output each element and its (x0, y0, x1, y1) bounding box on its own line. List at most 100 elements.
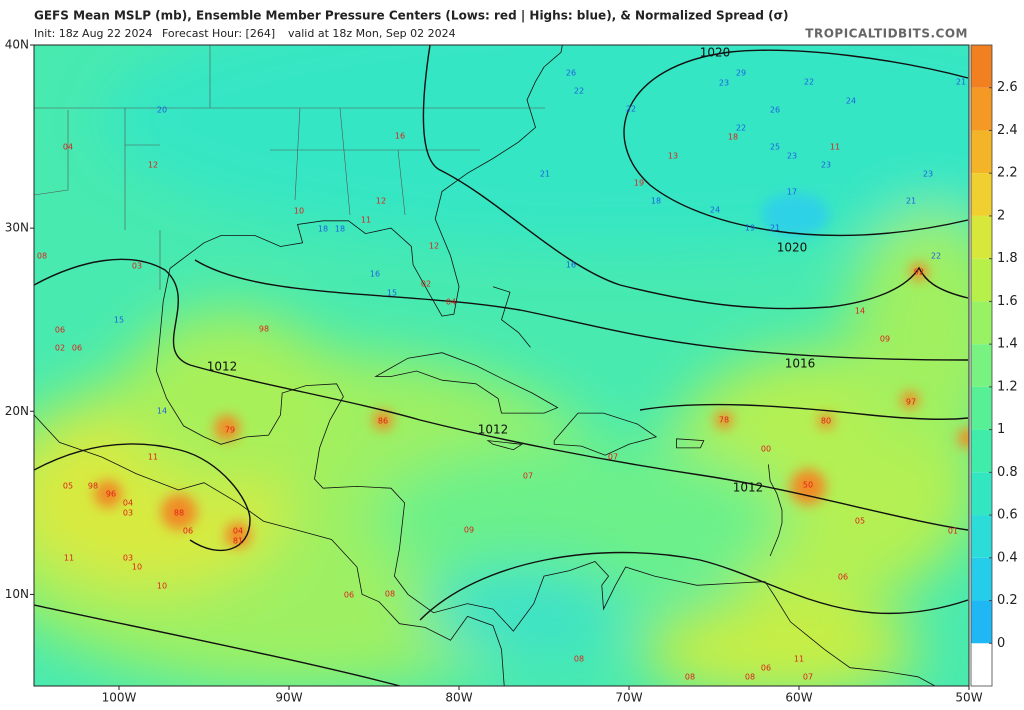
low-center: 80 (821, 417, 831, 426)
high-center: 23 (719, 79, 729, 88)
lon-tick-label: 60W (785, 691, 812, 705)
colorbar-segment (971, 472, 992, 516)
state-borders (34, 45, 545, 290)
low-spread-spot (761, 193, 829, 237)
high-center: 22 (804, 78, 814, 87)
colorbar-segment (971, 429, 992, 473)
colorbar-segment (971, 643, 992, 686)
low-center: 03 (123, 554, 133, 563)
low-center: 50 (803, 481, 813, 490)
low-center: 00 (761, 445, 771, 454)
title: GEFS Mean MSLP (mb), Ensemble Member Pre… (34, 9, 788, 23)
low-center: 02 (55, 344, 65, 353)
low-center: 86 (378, 417, 388, 426)
low-center: 11 (361, 216, 371, 225)
colorbar-tick-label: 2.6 (997, 80, 1018, 95)
high-center: 24 (710, 206, 720, 215)
colorbar-tick-label: 2.4 (997, 123, 1018, 138)
low-center: 88 (174, 509, 184, 518)
high-center: 23 (923, 170, 933, 179)
low-center: 10 (157, 582, 167, 591)
low-center: 08 (574, 655, 584, 664)
colorbar: 0 0.2 0.4 0.6 0.8 1 1.2 1.4 1.6 1.8 2 2.2 2.4 2.6 (970, 44, 1018, 687)
colorbar-tick-label: 1.8 (997, 251, 1018, 266)
colorbar-tick-label: 2 (997, 208, 1005, 223)
init-time: Init: 18z Aug 22 2024 (34, 27, 153, 40)
coastline (492, 286, 531, 348)
high-center: 22 (736, 124, 746, 133)
low-center: 04 (446, 298, 456, 307)
low-center: 06 (838, 573, 848, 582)
colorbar-tick-label: 0.2 (997, 593, 1018, 608)
high-center: 20 (157, 106, 167, 115)
isobar-label: 1020 (700, 46, 731, 60)
low-center: 09 (464, 526, 474, 535)
high-center: 16 (566, 261, 576, 270)
isobar-label: 1012 (733, 481, 764, 495)
high-center: 16 (370, 270, 380, 279)
valid-time: valid at 18z Mon, Sep 02 2024 (288, 27, 456, 40)
low-center: 07 (523, 472, 533, 481)
isobar-label: 1012 (207, 360, 238, 374)
low-center: 96 (106, 490, 116, 499)
high-center: 21 (770, 224, 780, 233)
high-center: 18 (335, 225, 345, 234)
low-center: 08 (37, 252, 47, 261)
high-center: 21 (906, 197, 916, 206)
high-center: 24 (846, 97, 856, 106)
lon-tick-label: 70W (615, 691, 642, 705)
colorbar-tick-label: 0.6 (997, 508, 1018, 523)
low-center: 07 (608, 453, 618, 462)
high-center: 23 (787, 152, 797, 161)
coastline (374, 352, 559, 414)
low-center: 07 (803, 673, 813, 682)
colorbar-tick-label: 1.6 (997, 294, 1018, 309)
low-center: 98 (259, 325, 269, 334)
low-center: 09 (880, 335, 890, 344)
low-center: 04 (233, 527, 243, 536)
low-center: 98 (88, 482, 98, 491)
colorbar-tick-label: 1.4 (997, 337, 1018, 352)
lon-tick-label: 100W (102, 691, 137, 705)
low-center: 06 (55, 326, 65, 335)
low-center: 08 (385, 590, 395, 599)
high-center: 15 (387, 289, 397, 298)
low-center: 05 (855, 517, 865, 526)
lon-tick-label: 90W (275, 691, 302, 705)
low-center: 10 (132, 563, 142, 572)
colorbar-segment (971, 45, 992, 88)
colorbar-tick-label: 0.4 (997, 550, 1018, 565)
colorbar-tick-label: 1.2 (997, 379, 1018, 394)
colorbar-tick-label: 2.2 (997, 166, 1018, 181)
high-center: 18 (318, 225, 328, 234)
colorbar-tick-label: 1 (997, 422, 1005, 437)
low-center: 11 (64, 554, 74, 563)
isobar-label: 1012 (478, 423, 509, 437)
colorbar-segment (971, 344, 992, 387)
colorbar-segment (971, 130, 992, 174)
low-center: 10 (294, 207, 304, 216)
low-center: 04 (63, 143, 73, 152)
high-center: 23 (821, 161, 831, 170)
colorbar-segment (971, 301, 992, 345)
low-center: 06 (183, 527, 193, 536)
pressure-centers: 04 12 03 08 06 06 02 98 79 86 78 80 00 97 09 14 92 19 13 18… (37, 69, 966, 682)
colorbar-segment (971, 386, 992, 430)
coastline (553, 412, 658, 456)
low-center: 06 (761, 664, 771, 673)
isobar-label: 1020 (777, 241, 808, 255)
low-center: 05 (63, 482, 73, 491)
lat-tick-label: 10N (5, 587, 29, 601)
colorbar-segment (971, 557, 992, 601)
high-center: 15 (114, 316, 124, 325)
forecast-hour: Forecast Hour: [264] (162, 27, 275, 40)
coastline (486, 440, 524, 451)
high-center: 21 (956, 78, 966, 87)
low-center: 19 (634, 179, 644, 188)
coastline (768, 464, 783, 557)
lat-tick-label: 40N (5, 38, 29, 52)
colorbar-segment (971, 173, 992, 216)
